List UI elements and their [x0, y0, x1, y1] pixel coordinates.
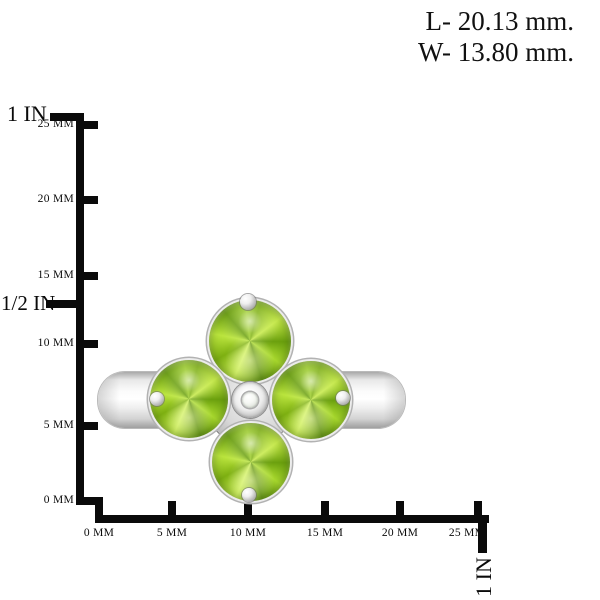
mm-tick-5	[76, 422, 98, 430]
mm-tick-label: 10 MM	[37, 337, 74, 349]
mm-tick-15	[76, 272, 98, 280]
one-inch-tick	[50, 113, 84, 121]
mm-tick-label: 20 MM	[37, 193, 74, 205]
mm-tick-5	[168, 501, 176, 515]
half-inch-tick	[46, 300, 84, 308]
mm-tick-label: 10 MM	[229, 527, 267, 539]
prong-bead-right	[336, 391, 350, 405]
one-inch-label: 1 IN	[7, 101, 47, 126]
mm-tick-label: 15 MM	[37, 269, 74, 281]
vertical-ruler-bar	[76, 113, 84, 505]
mm-tick-label: 5 MM	[43, 419, 74, 431]
peridot-stone-top	[209, 300, 291, 382]
mm-tick-25	[474, 501, 482, 515]
mm-tick-20	[396, 501, 404, 515]
half-inch-label: 1/2 IN	[1, 291, 56, 315]
mm-tick-10	[244, 501, 252, 515]
mm-tick-label: 5 MM	[156, 527, 188, 539]
dimension-text: L- 20.13 mm. W- 13.80 mm.	[418, 6, 574, 68]
mm-tick-0	[95, 501, 103, 515]
prong-bead-bottom	[242, 488, 256, 502]
mm-tick-10	[76, 340, 98, 348]
horizontal-ruler-bar	[95, 515, 489, 523]
mm-tick-15	[321, 501, 329, 515]
width-measurement: W- 13.80 mm.	[418, 37, 574, 67]
mm-tick-label: 0 MM	[43, 494, 74, 506]
prong-bead-top	[240, 294, 256, 310]
mm-tick-20	[76, 196, 98, 204]
mm-tick-label: 20 MM	[381, 527, 419, 539]
prong-bead-left	[150, 392, 164, 406]
mm-tick-0	[76, 497, 103, 505]
mm-tick-label: 0 MM	[83, 527, 115, 539]
mm-tick-25	[76, 121, 98, 129]
mm-tick-label: 25 MM	[448, 527, 486, 539]
diamond-accent	[242, 392, 258, 408]
one-inch-end-tick	[478, 515, 487, 553]
mm-tick-label: 15 MM	[306, 527, 344, 539]
mm-tick-label: 25 MM	[37, 118, 74, 130]
length-measurement: L- 20.13 mm.	[425, 6, 575, 36]
